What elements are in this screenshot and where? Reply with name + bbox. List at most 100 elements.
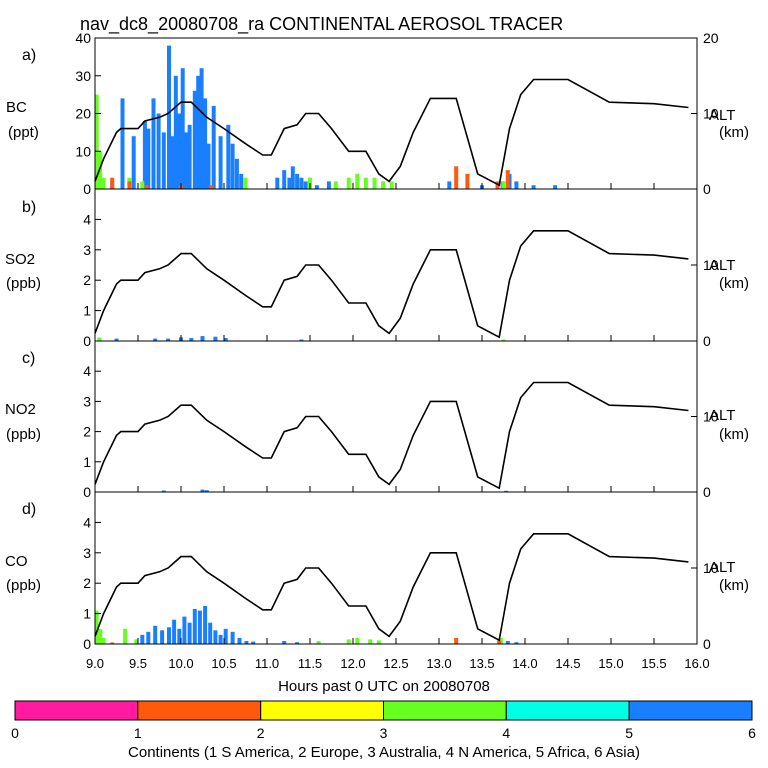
colorbar-segment: [14, 700, 139, 721]
panel-a-ytick-label: 30: [75, 68, 91, 84]
panel-a-bar: [282, 170, 287, 189]
panel-a-bar: [146, 128, 151, 189]
panel-a-alt-label: ALT: [709, 107, 735, 124]
panel-a-bar: [290, 166, 295, 189]
colorbar-segment: [505, 700, 630, 721]
panel-a-bar: [180, 68, 185, 189]
panel-d-bar: [218, 634, 223, 644]
panel-d-bar: [146, 631, 151, 644]
panel-a-bar: [187, 124, 192, 189]
panel-b-letter: b): [22, 199, 36, 216]
panel-b-alt-tick-label: 10: [703, 257, 719, 273]
panel-a-ytick-label: 0: [83, 181, 91, 197]
panel-d-bar: [182, 616, 187, 644]
panel-a-bar: [275, 177, 280, 189]
panel-a-bar: [209, 185, 214, 189]
panel-d-bar: [192, 609, 197, 644]
panel-a-bar: [144, 185, 149, 189]
panel-b-bar: [223, 338, 228, 341]
x-tick-label: 11.5: [298, 656, 322, 671]
panel-a-bar: [173, 75, 178, 190]
panel-a-bar: [230, 143, 235, 189]
panel-a-bar: [355, 173, 360, 189]
panel-b: 0 1 2 3 4 0 10 b) SO2 (ppb) ALT (km): [5, 188, 749, 349]
panel-d-bar: [514, 642, 519, 644]
panel-d-bar: [172, 619, 177, 644]
panel-c-altitude: [94, 381, 689, 490]
panel-a-bar: [314, 185, 319, 189]
panel-b-altitude: [94, 230, 689, 339]
panel-a-bar: [94, 94, 99, 189]
panel-b-bar: [153, 338, 158, 341]
panel-a-bar: [299, 177, 304, 189]
panel-d-bar: [346, 639, 351, 644]
panel-d-alt-label: ALT: [709, 559, 735, 576]
panel-a-bar: [514, 181, 519, 189]
panel-d-species: CO: [5, 553, 28, 570]
panel-d-bar: [167, 627, 171, 644]
panel-c: 0 1 2 3 4 0 10 c) NO2 (ppb) ALT (km): [5, 340, 749, 500]
colorbar-tick-label: 4: [502, 725, 510, 741]
panel-a-bar: [211, 105, 216, 189]
colorbar-segments: [14, 700, 753, 721]
panel-c-bar: [204, 490, 209, 492]
panel-c-alt-unit: (km): [719, 426, 749, 443]
panel-a-bar: [243, 177, 248, 189]
panel-d-alt-unit: (km): [719, 577, 749, 594]
panel-d-bar: [187, 622, 192, 644]
panel-c-altitude-line: [94, 381, 689, 490]
x-tick-label: 14.5: [555, 656, 580, 671]
panel-d-bar: [244, 641, 249, 644]
colorbar-segment: [628, 700, 753, 721]
panel-a-alt-unit: (km): [719, 124, 749, 141]
panel-a-bar: [501, 181, 506, 189]
panel-d-bar: [251, 641, 256, 644]
panel-a-ytick-label: 20: [75, 106, 91, 122]
panel-d-bar: [368, 639, 373, 644]
panel-a-bar: [161, 132, 166, 189]
panel-c-marks: [161, 489, 509, 492]
x-tick-label: 13.5: [469, 656, 494, 671]
panel-c-alt-tick-label: 10: [703, 409, 719, 425]
panel-d-altitude-line: [94, 532, 689, 642]
panel-a-bar: [196, 75, 201, 190]
panel-a-bar: [218, 136, 223, 189]
x-tick-label: 13.0: [426, 656, 451, 671]
x-tick-label: 9.0: [86, 656, 104, 671]
panel-d-bar: [282, 641, 287, 644]
x-tick-label: 10.5: [211, 656, 236, 671]
panel-c-alt-tick-label: 0: [703, 484, 711, 500]
panel-b-alt-label: ALT: [709, 257, 735, 274]
x-tick-label: 12.0: [340, 656, 365, 671]
colorbar-tick-label: 3: [380, 725, 388, 741]
panel-d-bar: [223, 628, 228, 644]
panel-b-altitude-line: [94, 230, 689, 339]
panel-a-altitude-line: [94, 78, 689, 187]
panel-a-alt-tick-label: 10: [703, 106, 719, 122]
panel-d-ytick-label: 2: [83, 575, 91, 591]
panel-c-ytick-label: 0: [83, 484, 91, 500]
panel-b-marks: [97, 336, 506, 341]
panel-c-letter: c): [22, 350, 35, 367]
panel-b-bar: [213, 336, 218, 341]
panel-a-bar: [177, 113, 182, 189]
panel-a-bar: [120, 98, 125, 189]
panel-d-ytick-label: 3: [83, 545, 91, 561]
x-tick-label: 14.0: [512, 656, 537, 671]
x-axis-label: Hours past 0 UTC on 20080708: [278, 678, 490, 695]
panel-d-bar: [295, 642, 300, 644]
panel-b-alt-unit: (km): [719, 275, 749, 292]
panel-a-bar: [454, 166, 459, 189]
panel-a-bar: [203, 98, 208, 189]
panel-d-bar: [355, 637, 360, 644]
panel-c-unit: (ppb): [6, 426, 41, 443]
panel-d-bar: [505, 641, 510, 644]
colorbar-segment: [383, 700, 507, 721]
panel-d-ytick-label: 4: [83, 514, 91, 530]
panel-c-frame: [94, 340, 698, 493]
panel-a-ytick-label: 40: [75, 30, 91, 46]
panel-d-bar: [134, 639, 139, 644]
colorbar-tick-label: 6: [748, 725, 756, 741]
panel-a-bar: [140, 181, 145, 189]
panel-a-alt-ticks: 0 10 20: [691, 30, 719, 197]
